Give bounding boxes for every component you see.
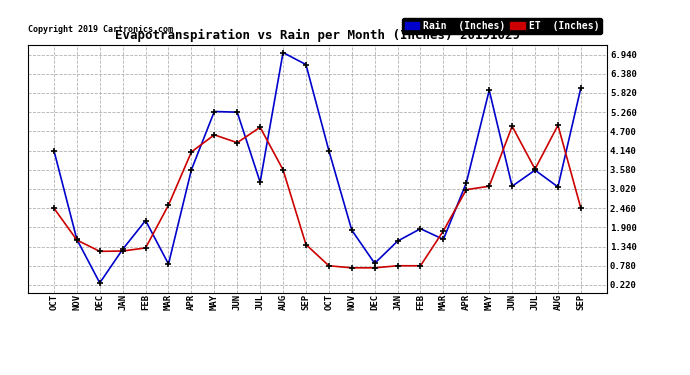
Legend: Rain  (Inches), ET  (Inches): Rain (Inches), ET (Inches) xyxy=(402,18,602,33)
Text: Copyright 2019 Cartronics.com: Copyright 2019 Cartronics.com xyxy=(28,25,172,34)
Title: Evapotranspiration vs Rain per Month (Inches) 20191029: Evapotranspiration vs Rain per Month (In… xyxy=(115,29,520,42)
